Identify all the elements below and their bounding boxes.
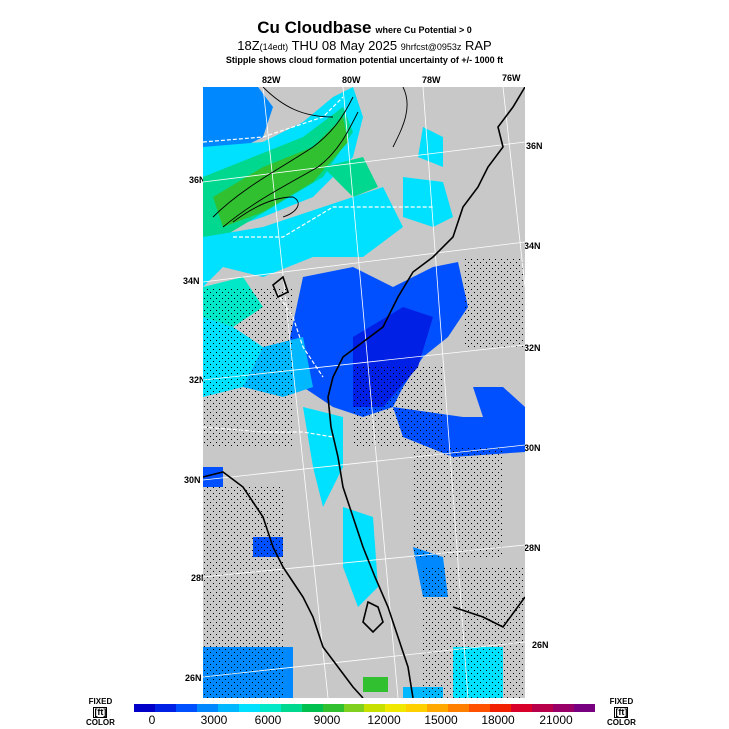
colorbar-tick-4: 12000 [367,713,401,727]
legend-fixed-left-label: FIXED [88,697,113,706]
colorbar-seg-2 [175,704,197,712]
coastline [203,87,525,698]
colorbar-tick-3: 9000 [313,713,341,727]
lat-label-right-32n: 32N [524,343,541,353]
colorbar-seg-8 [301,704,323,712]
lat-label-left-32n: 32N [189,375,206,385]
lat-label-right-30n: 30N [524,443,541,453]
colorbar-seg-20 [553,704,575,712]
local-time: (14edt) [259,42,289,52]
colorbar-seg-21 [574,704,595,712]
forecast-date: THU 08 May 2025 [291,38,398,53]
contour-lines [212,87,408,228]
colorbar-seg-16 [469,704,491,712]
colorbar-tick-5: 15000 [424,713,458,727]
colorbar-labels: 0 3000 6000 9000 12000 15000 18000 21000 [134,713,595,727]
legend-fixed-left: FIXED [ft] COLOR [86,698,115,727]
lat-label-right-34n: 34N [524,241,541,251]
forecast-hour: 9hrfcst@0953z [400,42,462,52]
lat-label-left-30n: 30N [184,475,201,485]
colorbar-seg-18 [511,704,533,712]
valid-time-line: 18Z(14edt) THU 08 May 2025 9hrfcst@0953z… [0,38,729,53]
colorbar-seg-12 [385,704,407,712]
colorbar-seg-1 [154,704,176,712]
lon-label-80w: 80W [342,75,361,85]
colorbar-tick-7: 21000 [539,713,573,727]
lat-label-right-36n: 36N [526,141,543,151]
colorbar-seg-3 [196,704,218,712]
colorbar-seg-7 [280,704,302,712]
lat-lon-grid [203,87,525,698]
colorbar-seg-11 [364,704,386,712]
map-title: Cu Cloudbase where Cu Potential > 0 [0,18,729,38]
state-borders [203,96,433,438]
colorbar-tick-0: 0 [148,713,156,727]
legend-fixed-left-unit: [ft] [93,707,108,718]
colorbar-tick-6: 18000 [481,713,515,727]
colorbar-seg-9 [322,704,344,712]
legend-fixed-left-color: COLOR [86,718,115,727]
legend-fixed-right: FIXED [ft] COLOR [607,698,636,727]
colorbar-tick-2: 6000 [254,713,282,727]
lon-label-78w: 78W [422,75,441,85]
lat-label-left-26n: 26N [185,673,202,683]
colorbar [134,704,595,712]
map-panel[interactable] [203,87,525,698]
colorbar-seg-19 [532,704,554,712]
colorbar-seg-0 [134,704,155,712]
colorbar-seg-17 [490,704,512,712]
colorbar-seg-15 [448,704,470,712]
colorbar-tick-1: 3000 [200,713,228,727]
lat-label-right-26n: 26N [532,640,549,650]
title-qualifier: where Cu Potential > 0 [375,25,472,35]
lat-label-left-34n: 34N [183,276,200,286]
legend-fixed-right-color: COLOR [607,718,636,727]
colorbar-seg-14 [427,704,449,712]
colorbar-seg-6 [259,704,281,712]
title-main-text: Cu Cloudbase [257,18,372,37]
lat-label-left-28n: 28N [191,573,208,583]
colorbar-seg-10 [343,704,365,712]
colorbar-seg-5 [238,704,260,712]
lon-label-82w: 82W [262,75,281,85]
lat-label-left-36n: 36N [189,175,206,185]
legend-fixed-right-unit: [ft] [614,707,629,718]
colorbar-seg-13 [406,704,428,712]
model-name: RAP [465,38,492,53]
map-svg [203,87,525,698]
colorbar-seg-4 [217,704,239,712]
legend-fixed-right-label: FIXED [609,697,634,706]
lon-label-76w: 76W [502,73,521,83]
stipple-note: Stipple shows cloud formation potential … [225,55,504,65]
valid-time: 18Z [237,38,260,53]
stipple-overlay [203,257,525,698]
lat-label-right-28n: 28N [524,543,541,553]
